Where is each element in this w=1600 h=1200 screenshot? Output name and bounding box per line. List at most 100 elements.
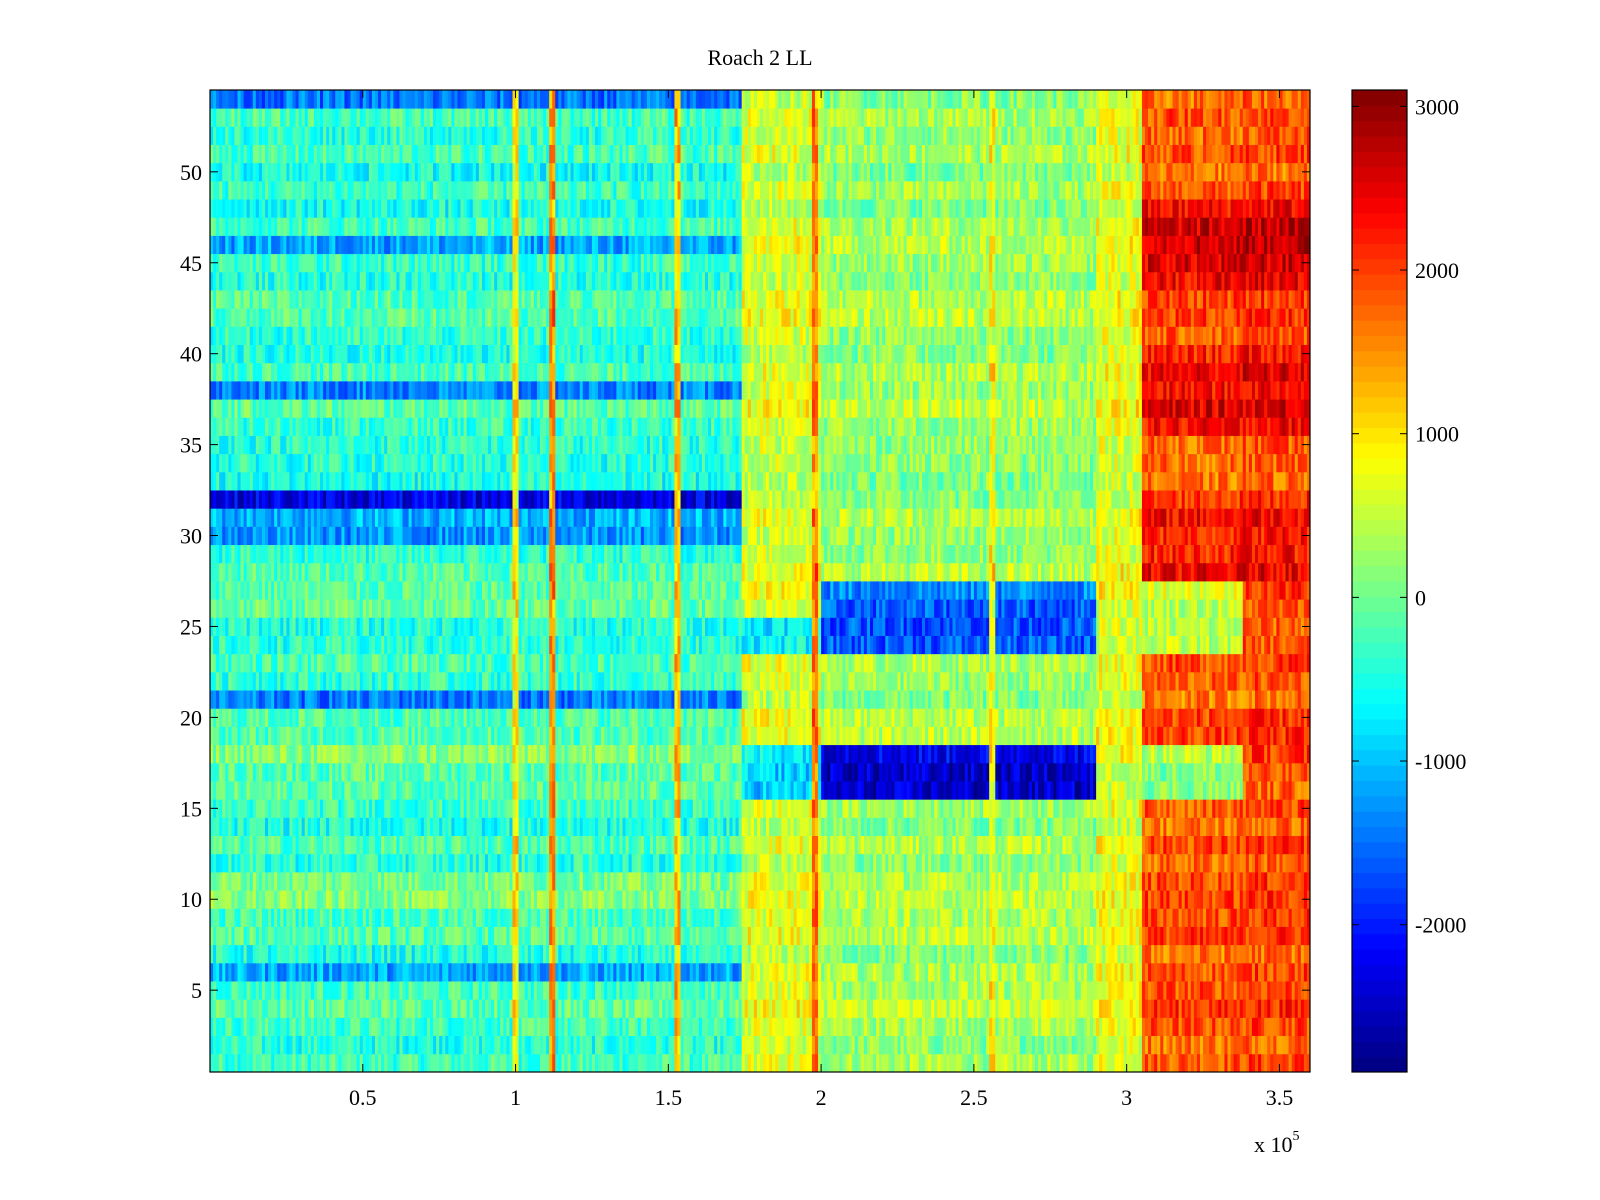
heatmap-cell [408, 962, 413, 982]
heatmap-cell [271, 853, 275, 873]
heatmap-cell [1102, 817, 1106, 836]
heatmap-cell [555, 999, 559, 1018]
heatmap-cell [1157, 962, 1161, 982]
heatmap-cell [475, 962, 480, 982]
heatmap-cell [546, 1035, 550, 1055]
heatmap-cell [399, 835, 403, 855]
heatmap-cell [1108, 926, 1112, 946]
heatmap-cell [1251, 835, 1256, 855]
heatmap-cell [1105, 926, 1109, 946]
heatmap-cell [570, 817, 575, 836]
heatmap-cell [891, 981, 895, 1000]
heatmap-cell [1267, 981, 1271, 1000]
heatmap-cell [1083, 962, 1088, 982]
heatmap-cell [573, 853, 578, 873]
heatmap-cell [1245, 999, 1250, 1018]
heatmap-cell [1258, 1017, 1262, 1037]
heatmap-cell [1132, 908, 1137, 927]
heatmap-cell [485, 853, 489, 873]
heatmap-cell [286, 871, 290, 891]
heatmap-cell [695, 981, 700, 1000]
heatmap-cell [1071, 981, 1076, 1000]
heatmap-cell [778, 871, 782, 891]
heatmap-cell [915, 871, 920, 891]
heatmap-cell [1196, 1053, 1201, 1073]
heatmap-cell [533, 981, 538, 1000]
heatmap-cell [711, 981, 715, 1000]
heatmap-cell [1025, 962, 1030, 982]
heatmap-cell [986, 853, 990, 873]
heatmap-cell [313, 981, 318, 1000]
heatmap-cell [381, 981, 385, 1000]
heatmap-cell [371, 853, 376, 873]
heatmap-cell [970, 1017, 975, 1037]
heatmap-cell [378, 835, 382, 855]
heatmap-cell [1258, 1053, 1262, 1073]
heatmap-cell [628, 871, 633, 891]
heatmap-cell [1245, 944, 1250, 964]
heatmap-cell [931, 944, 935, 964]
heatmap-cell [515, 1017, 520, 1037]
heatmap-cell [405, 835, 410, 855]
heatmap-cell [598, 1035, 602, 1055]
heatmap-cell [1300, 853, 1305, 873]
heatmap-cell [808, 962, 813, 982]
heatmap-cell [445, 1035, 449, 1055]
heatmap-cell [1056, 1017, 1060, 1037]
heatmap-cell [488, 1035, 492, 1055]
heatmap-cell [1114, 1035, 1118, 1055]
heatmap-cell [384, 817, 388, 836]
heatmap-cell [863, 890, 868, 909]
heatmap-cell [588, 1053, 593, 1073]
heatmap-cell [341, 853, 345, 873]
heatmap-cell [793, 817, 798, 836]
heatmap-cell [732, 871, 736, 891]
heatmap-cell [937, 981, 941, 1000]
heatmap-cell [833, 890, 837, 909]
heatmap-cell [1233, 853, 1238, 873]
heatmap-cell [1221, 853, 1225, 873]
heatmap-cell [546, 926, 550, 946]
heatmap-cell [610, 1053, 614, 1073]
heatmap-cell [533, 962, 538, 982]
heatmap-cell [497, 853, 501, 873]
chart-title: Roach 2 LL [707, 45, 812, 70]
heatmap-cell [634, 890, 639, 909]
heatmap-cell [527, 1035, 532, 1055]
heatmap-cell [931, 981, 935, 1000]
heatmap-cell [576, 853, 581, 873]
heatmap-cell [231, 1053, 235, 1073]
heatmap-cell [1120, 1035, 1125, 1055]
heatmap-cell [292, 944, 296, 964]
heatmap-cell [753, 926, 758, 946]
heatmap-cell [454, 944, 458, 964]
heatmap-cell [225, 871, 229, 891]
heatmap-cell [1135, 908, 1140, 927]
heatmap-cell [515, 962, 520, 982]
heatmap-cell [870, 981, 874, 1000]
heatmap-cell [1224, 1053, 1228, 1073]
heatmap-cell [249, 944, 254, 964]
heatmap-cell [252, 871, 257, 891]
heatmap-cell [338, 981, 342, 1000]
heatmap-cell [646, 962, 651, 982]
heatmap-cell [1025, 817, 1030, 836]
heatmap-cell [659, 890, 663, 909]
heatmap-cell [478, 962, 483, 982]
heatmap-cell [420, 871, 425, 891]
heatmap-cell [986, 944, 990, 964]
heatmap-cell [689, 962, 694, 982]
heatmap-cell [1273, 1053, 1277, 1073]
heatmap-cell [408, 1017, 413, 1037]
heatmap-cell [616, 853, 620, 873]
heatmap-cell [478, 871, 483, 891]
heatmap-cell [472, 908, 477, 927]
heatmap-cell [573, 835, 578, 855]
heatmap-cell [998, 999, 1002, 1018]
heatmap-cell [1004, 871, 1008, 891]
heatmap-cell [1093, 817, 1097, 836]
heatmap-cell [1077, 926, 1082, 946]
heatmap-cell [469, 817, 474, 836]
heatmap-cell [1221, 871, 1225, 891]
heatmap-cell [277, 926, 281, 946]
